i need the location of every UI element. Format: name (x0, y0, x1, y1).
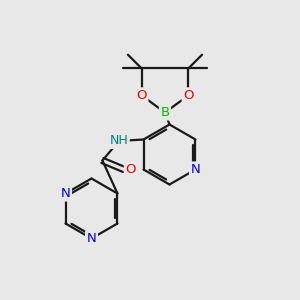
Text: N: N (190, 163, 200, 176)
Text: N: N (61, 187, 70, 200)
Text: B: B (160, 106, 169, 119)
Text: O: O (183, 89, 194, 102)
Text: N: N (87, 232, 96, 245)
Text: O: O (125, 163, 136, 176)
Text: NH: NH (110, 134, 128, 148)
Text: O: O (136, 89, 147, 102)
